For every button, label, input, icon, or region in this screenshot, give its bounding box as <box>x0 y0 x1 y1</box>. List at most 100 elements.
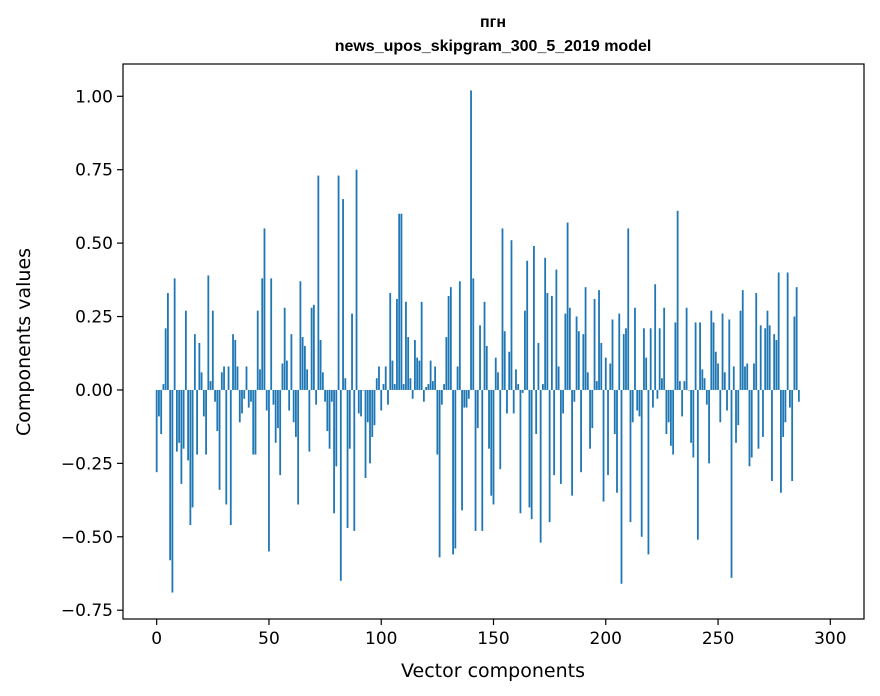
bar <box>604 357 607 390</box>
bar <box>497 372 499 390</box>
bar <box>391 360 394 390</box>
bar <box>494 357 497 390</box>
bar <box>490 389 493 496</box>
bar <box>669 389 672 446</box>
bar <box>593 298 596 390</box>
bar <box>791 389 794 481</box>
bar <box>625 328 627 390</box>
bar <box>719 389 722 423</box>
bar <box>703 378 706 390</box>
bar <box>768 325 771 390</box>
bar <box>649 328 652 390</box>
bar <box>708 389 710 464</box>
bar <box>164 328 167 390</box>
bar <box>726 389 728 411</box>
bar <box>568 307 571 390</box>
bar <box>369 389 371 464</box>
bar <box>515 369 517 390</box>
bar <box>312 304 315 390</box>
bar <box>528 389 531 508</box>
bar <box>721 313 724 390</box>
bar <box>209 381 212 390</box>
bar <box>676 210 679 390</box>
bar <box>303 345 306 390</box>
bar <box>236 366 239 390</box>
bar <box>717 363 719 390</box>
bar <box>559 389 562 484</box>
bar <box>622 334 625 390</box>
bar <box>362 389 365 391</box>
bar <box>416 357 419 390</box>
bar <box>613 389 616 434</box>
bar <box>542 384 544 390</box>
bar <box>449 287 452 390</box>
bar <box>479 325 481 390</box>
bar <box>319 340 322 390</box>
bar <box>409 378 412 390</box>
bar <box>696 389 699 540</box>
bar <box>387 389 389 405</box>
bar <box>234 340 237 390</box>
bar <box>762 389 764 437</box>
bar <box>393 384 396 390</box>
bar <box>299 281 302 390</box>
x-tick-label: 150 <box>477 629 509 649</box>
bar <box>227 366 230 390</box>
bar <box>564 313 567 390</box>
bar <box>748 389 751 467</box>
bar <box>710 310 713 390</box>
bar <box>598 290 600 390</box>
bar <box>645 357 648 390</box>
y-tick-label: 0.50 <box>75 234 113 254</box>
bar <box>600 342 603 390</box>
bar <box>741 290 744 390</box>
bar <box>627 228 630 390</box>
bar <box>780 389 782 493</box>
bar <box>283 307 286 390</box>
bar <box>380 389 383 411</box>
bar <box>317 175 320 390</box>
bar <box>546 293 549 390</box>
bar <box>339 389 342 581</box>
bar <box>786 272 789 390</box>
bar <box>699 322 701 390</box>
bar <box>308 389 311 452</box>
bar <box>187 389 190 461</box>
bar <box>245 366 248 390</box>
bar <box>589 389 591 449</box>
bar <box>723 372 726 390</box>
bar <box>533 246 535 390</box>
bar <box>690 389 692 443</box>
bar <box>764 328 767 390</box>
bar <box>366 389 369 423</box>
bar <box>744 366 746 390</box>
bar <box>681 389 684 417</box>
bar <box>324 389 326 402</box>
bar <box>272 389 275 405</box>
bar <box>214 389 216 402</box>
bar <box>521 389 524 393</box>
bar <box>436 389 439 455</box>
bar <box>348 389 351 449</box>
bar <box>360 389 362 417</box>
bar <box>202 389 205 417</box>
bar <box>261 278 264 390</box>
bar <box>405 301 407 390</box>
bar <box>658 328 661 390</box>
bar <box>250 389 252 402</box>
x-tick-label: 100 <box>365 629 397 649</box>
bar <box>232 334 234 390</box>
bar <box>456 366 459 390</box>
bar <box>784 389 787 423</box>
bar <box>636 389 639 411</box>
bar <box>573 389 576 402</box>
bar <box>371 389 374 437</box>
bar <box>454 389 457 549</box>
bar <box>178 389 181 443</box>
bar <box>694 322 697 390</box>
bar <box>584 287 587 390</box>
bar <box>330 389 333 402</box>
bar <box>476 389 479 429</box>
bar <box>382 384 385 390</box>
